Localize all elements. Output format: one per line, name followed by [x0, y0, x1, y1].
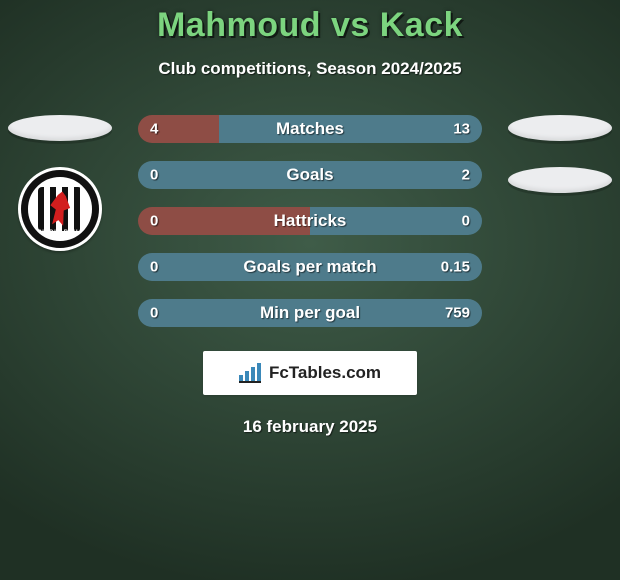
footer-date: 16 february 2025: [243, 417, 377, 437]
left-side: AL-JAZIRA CLUB ABU DHABI-UAE: [0, 115, 120, 251]
stat-pill: 0 759 Min per goal: [138, 299, 482, 327]
stat-value-right: 759: [445, 305, 470, 322]
card-content: Mahmoud vs Kack Club competitions, Seaso…: [0, 0, 620, 580]
stat-value-right: 0: [462, 213, 470, 230]
stat-pill-list: 4 13 Matches 0 2 Goals 0 0 Hattricks 0 0.15 Goals p…: [138, 115, 482, 327]
club-badge-left: AL-JAZIRA CLUB ABU DHABI-UAE: [18, 167, 102, 251]
club-badge-stripes: [38, 187, 82, 231]
club-badge-figure: [48, 190, 73, 226]
stat-value-left: 4: [150, 121, 158, 138]
player-slot-ellipse-left: [8, 115, 112, 141]
source-logo-text: FcTables.com: [269, 363, 381, 383]
stat-pill: 0 2 Goals: [138, 161, 482, 189]
right-side: [500, 115, 620, 193]
page-subtitle: Club competitions, Season 2024/2025: [158, 59, 461, 79]
stat-value-right: 0.15: [441, 259, 470, 276]
stat-pill: 4 13 Matches: [138, 115, 482, 143]
stat-value-left: 0: [150, 305, 158, 322]
comparison-stage: AL-JAZIRA CLUB ABU DHABI-UAE 4 13 Matches 0…: [0, 115, 620, 327]
stat-value-left: 0: [150, 167, 158, 184]
stat-value-left: 0: [150, 213, 158, 230]
stat-label: Matches: [276, 119, 344, 139]
stat-label: Hattricks: [274, 211, 347, 231]
player-slot-ellipse-right-2: [508, 167, 612, 193]
page-title: Mahmoud vs Kack: [157, 6, 463, 45]
stat-label: Goals: [286, 165, 333, 185]
club-badge-bottom-text: ABU DHABI-UAE: [28, 230, 92, 236]
player-slot-ellipse-right-1: [508, 115, 612, 141]
stat-value-left: 0: [150, 259, 158, 276]
stat-value-right: 13: [453, 121, 470, 138]
bar-chart-icon: [239, 363, 263, 383]
stat-bar-right: [219, 115, 482, 143]
source-logo: FcTables.com: [203, 351, 417, 395]
stat-label: Goals per match: [243, 257, 376, 277]
stat-pill: 0 0.15 Goals per match: [138, 253, 482, 281]
club-badge-ring: AL-JAZIRA CLUB ABU DHABI-UAE: [21, 170, 99, 248]
stat-label: Min per goal: [260, 303, 360, 323]
stat-value-right: 2: [462, 167, 470, 184]
stat-pill: 0 0 Hattricks: [138, 207, 482, 235]
